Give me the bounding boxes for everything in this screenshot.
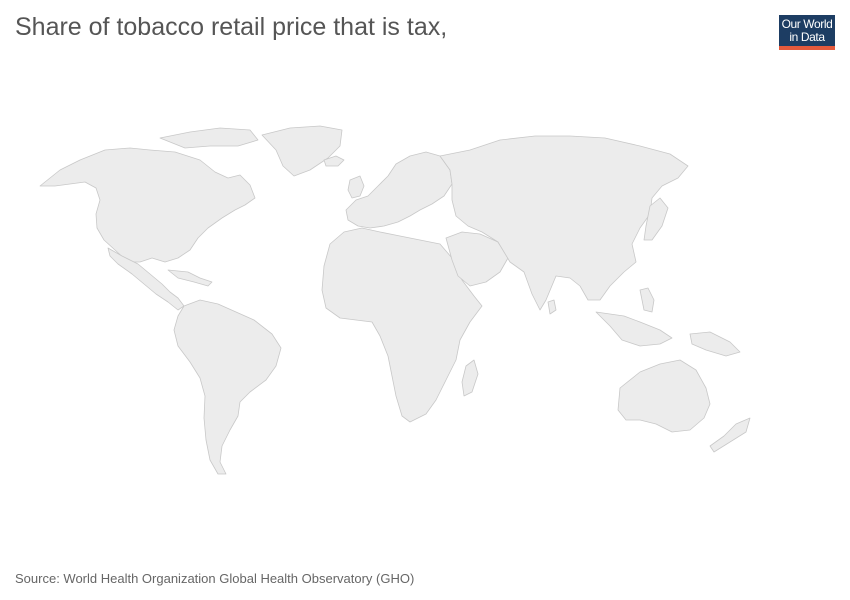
region-uk-ireland[interactable] [347,175,365,199]
region-madagascar[interactable] [461,359,479,397]
region-new-zealand[interactable] [709,417,751,453]
region-greenland[interactable] [261,125,343,177]
region-africa[interactable] [321,227,483,423]
chart-title: Share of tobacco retail price that is ta… [15,13,448,41]
region-caribbean[interactable] [167,269,213,287]
region-new-guinea[interactable] [689,331,741,357]
source-note: Source: World Health Organization Global… [15,571,415,586]
region-southeast-asia-islands[interactable] [595,311,673,347]
region-philippines[interactable] [639,287,655,313]
region-middle-east[interactable] [445,231,509,287]
region-japan[interactable] [643,197,669,241]
region-australia[interactable] [617,359,711,433]
logo-line-2: in Data [789,30,825,44]
region-iceland[interactable] [323,155,345,167]
region-asia[interactable] [439,135,689,311]
logo-line-1: Our World [781,17,833,31]
logo-accent-bar [779,46,835,50]
region-central-america[interactable] [107,247,185,311]
region-sri-lanka[interactable] [547,299,557,315]
owid-logo[interactable]: Our World in Data [779,15,835,50]
region-south-america[interactable] [173,299,282,475]
region-arctic-islands[interactable] [159,127,259,149]
region-north-america[interactable] [39,147,256,263]
world-map [39,125,751,475]
